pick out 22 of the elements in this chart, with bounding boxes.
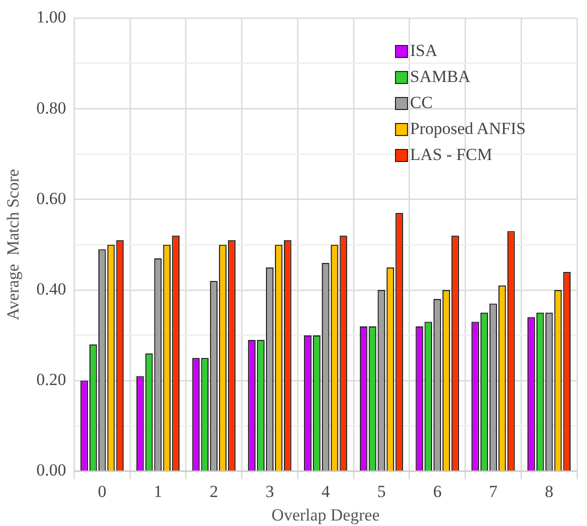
x-axis-title: Overlap Degree	[272, 505, 380, 524]
legend-label: SAMBA	[410, 66, 470, 88]
x-tick-label: 7	[488, 482, 498, 501]
x-tick-label: 6	[433, 482, 442, 501]
y-tick-label: 1.00	[36, 8, 66, 27]
x-tick-label: 8	[544, 482, 554, 501]
legend-label: ISA	[410, 40, 438, 62]
y-tick-label: 0.40	[36, 279, 66, 298]
y-axis-title: Average Match Score	[4, 169, 23, 320]
x-tick-label: 4	[321, 482, 330, 501]
y-tick-label: 0.20	[36, 370, 66, 390]
legend-label: LAS - FCM	[410, 144, 492, 166]
x-tick-label: 2	[210, 482, 218, 501]
x-tick-label: 0	[98, 482, 106, 501]
y-tick-label: 0.00	[36, 460, 66, 480]
y-tick-label: 0.60	[36, 188, 66, 208]
x-tick-label: 1	[154, 482, 162, 501]
legend-label: CC	[410, 92, 433, 114]
x-tick-label: 3	[265, 482, 274, 501]
y-tick-label: 0.80	[36, 98, 66, 118]
x-tick-label: 5	[377, 482, 386, 501]
legend-label: Proposed ANFIS	[410, 118, 526, 140]
